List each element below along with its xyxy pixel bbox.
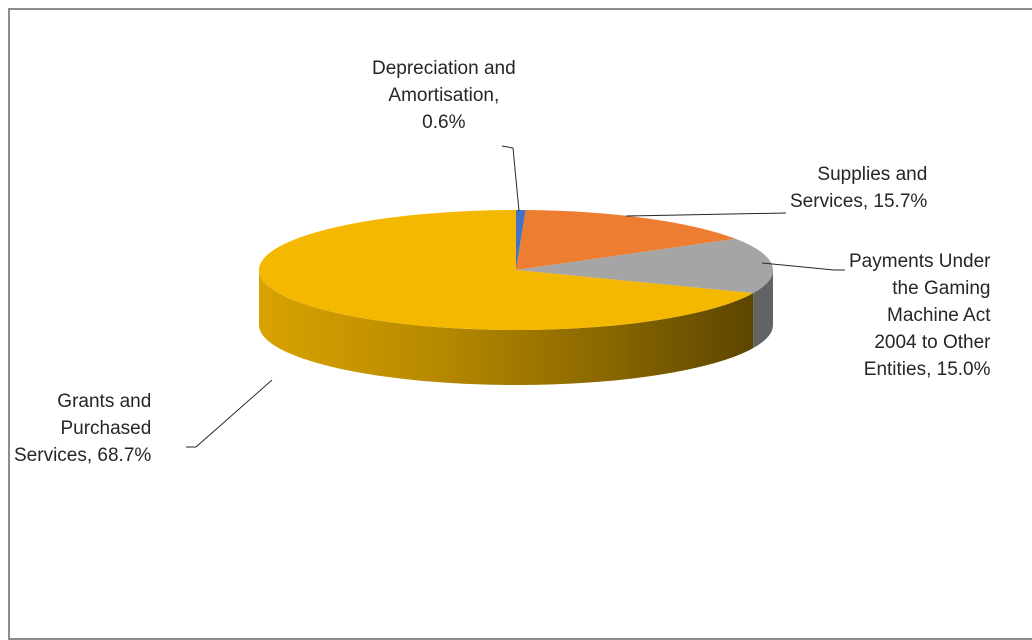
pie-slice-depreciation-and-amortisation	[516, 209, 526, 270]
data-label-grants: Grants and Purchased Services, 68.7%	[14, 391, 152, 466]
leader-line-payments-under-the-gaming-machine-act-2004-to-other-entities	[761, 262, 845, 271]
pie-slice-supplies-and-services	[516, 210, 736, 270]
pie-slice-grants-and-purchased-services	[259, 210, 754, 331]
data-label-supplies: Supplies and Services, 15.7%	[790, 164, 928, 212]
data-label-depreciation: Depreciation and Amortisation, 0.6%	[372, 58, 516, 133]
pie-slice-payments-under-the-gaming-machine-act-2004-to-other-entities	[516, 238, 774, 294]
leader-line-grants-and-purchased-services	[186, 379, 273, 448]
leader-line-depreciation-and-amortisation	[501, 145, 520, 212]
leader-line-supplies-and-services	[625, 212, 787, 217]
pie-side-payments-under-the-gaming-machine-act-2004-to-other-entities	[753, 270, 773, 349]
data-label-payments: Payments Under the Gaming Machine Act 20…	[849, 251, 991, 380]
pie-side-grants-and-purchased-services	[258, 270, 754, 386]
